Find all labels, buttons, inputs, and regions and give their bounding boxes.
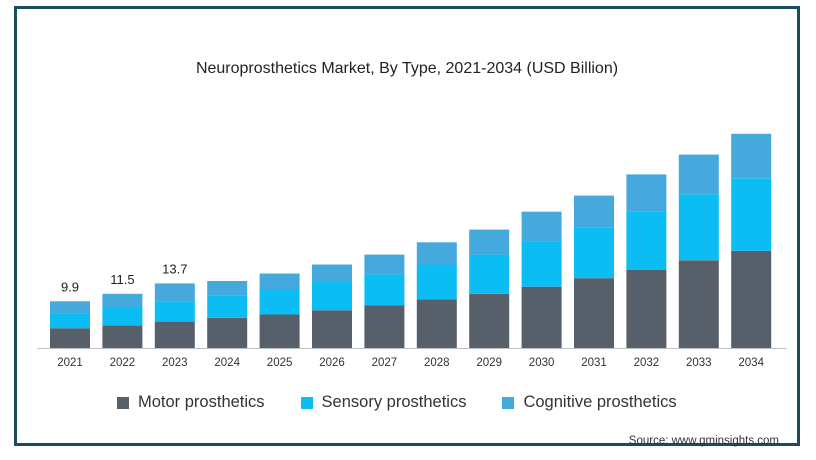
bar-sensory-prosthetics-2022: [102, 307, 143, 326]
legend-label-sensory-prosthetics: Sensory prosthetics: [321, 393, 467, 411]
x-tick-label-2030: 2030: [529, 357, 555, 369]
bar-cognitive-prosthetics-2027: [364, 254, 405, 275]
bar-cognitive-prosthetics-2024: [207, 281, 248, 296]
chart-title: Neuroprosthetics Market, By Type, 2021-2…: [195, 60, 619, 77]
bar-motor-prosthetics-2023: [154, 321, 195, 348]
bar-sensory-prosthetics-2028: [416, 264, 457, 300]
bar-motor-prosthetics-2028: [416, 299, 457, 348]
bar-cognitive-prosthetics-2029: [469, 229, 510, 255]
x-tick-label-2023: 2023: [162, 357, 188, 369]
chart-frame: Neuroprosthetics Market, By Type, 2021-2…: [14, 6, 800, 447]
x-tick-label-2025: 2025: [267, 357, 293, 369]
bar-cognitive-prosthetics-2033: [678, 154, 719, 195]
legend-label-cognitive-prosthetics: Cognitive prosthetics: [523, 393, 677, 411]
data-label-2022: 11.5: [110, 272, 134, 287]
source-note: Source: www.gminsights.com: [628, 435, 779, 447]
bar-sensory-prosthetics-2024: [207, 295, 248, 318]
legend-label-motor-prosthetics: Motor prosthetics: [138, 393, 265, 411]
bar-motor-prosthetics-2025: [259, 314, 300, 348]
bar-motor-prosthetics-2029: [469, 293, 510, 349]
legend-item-cognitive-prosthetics: Cognitive prosthetics: [502, 393, 677, 412]
x-tick-label-2027: 2027: [372, 357, 398, 369]
x-tick-label-2031: 2031: [581, 357, 607, 369]
bar-sensory-prosthetics-2034: [731, 178, 772, 251]
x-tick-label-2033: 2033: [686, 357, 712, 369]
bar-motor-prosthetics-2033: [678, 260, 719, 348]
bar-cognitive-prosthetics-2026: [312, 264, 352, 282]
x-tick-label-2026: 2026: [319, 357, 345, 369]
bar-cognitive-prosthetics-2025: [259, 273, 300, 290]
bar-cognitive-prosthetics-2031: [574, 195, 614, 228]
x-tick-label-2024: 2024: [214, 357, 240, 369]
bar-sensory-prosthetics-2025: [259, 289, 300, 315]
legend-swatch-sensory-prosthetics: [300, 396, 313, 409]
bar-sensory-prosthetics-2027: [364, 274, 405, 306]
x-tick-label-2022: 2022: [110, 357, 136, 369]
chart-plot-area: 9.9 2021 11.5 2022 13.7 2023 2024 2025 2026 2027 2…: [37, 133, 787, 369]
legend-swatch-motor-prosthetics: [117, 396, 129, 409]
bar-cognitive-prosthetics-2028: [416, 242, 457, 265]
bar-sensory-prosthetics-2032: [626, 211, 667, 270]
legend-item-sensory-prosthetics: Sensory prosthetics: [300, 393, 467, 412]
bar-sensory-prosthetics-2033: [678, 194, 719, 261]
data-label-2021: 9.9: [61, 279, 79, 294]
bar-motor-prosthetics-2026: [312, 310, 352, 348]
data-label-2023: 13.7: [162, 261, 187, 276]
bar-sensory-prosthetics-2021: [50, 313, 90, 329]
bar-sensory-prosthetics-2023: [154, 301, 195, 322]
x-tick-label-2032: 2032: [634, 357, 660, 369]
x-tick-label-2028: 2028: [424, 357, 450, 369]
bar-sensory-prosthetics-2026: [312, 282, 352, 311]
bar-cognitive-prosthetics-2021: [50, 301, 90, 314]
x-tick-label-2029: 2029: [476, 357, 502, 369]
bar-cognitive-prosthetics-2022: [102, 293, 143, 308]
x-tick-label-2021: 2021: [57, 357, 83, 369]
bar-sensory-prosthetics-2031: [574, 227, 614, 279]
bar-motor-prosthetics-2034: [731, 250, 772, 348]
chart-legend: Motor prosthetics Sensory prosthetics Cogn…: [117, 393, 713, 412]
bar-cognitive-prosthetics-2032: [626, 174, 667, 212]
bar-sensory-prosthetics-2030: [521, 241, 562, 287]
bar-motor-prosthetics-2030: [521, 286, 562, 348]
bar-motor-prosthetics-2022: [102, 325, 143, 348]
bar-motor-prosthetics-2031: [574, 278, 614, 348]
bar-cognitive-prosthetics-2030: [521, 211, 562, 242]
bar-motor-prosthetics-2024: [207, 317, 248, 348]
legend-item-motor-prosthetics: Motor prosthetics: [117, 393, 265, 412]
bar-motor-prosthetics-2032: [626, 269, 667, 348]
bar-motor-prosthetics-2021: [50, 328, 90, 348]
legend-swatch-cognitive-prosthetics: [502, 396, 515, 409]
bar-sensory-prosthetics-2029: [469, 254, 510, 294]
x-tick-label-2034: 2034: [738, 357, 764, 369]
bar-cognitive-prosthetics-2034: [731, 133, 772, 179]
bar-motor-prosthetics-2027: [364, 305, 405, 348]
bar-cognitive-prosthetics-2023: [154, 283, 195, 302]
